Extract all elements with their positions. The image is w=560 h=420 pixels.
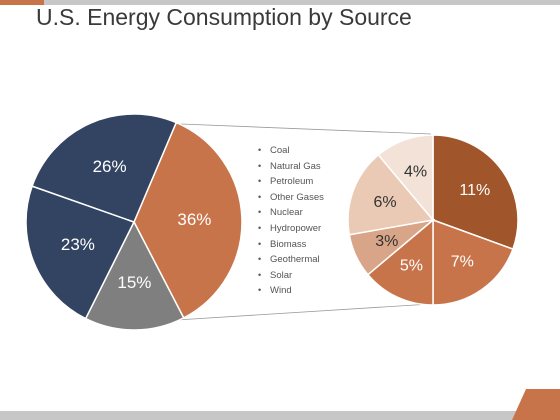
connector-line-top — [180, 123, 432, 135]
top-bar — [0, 0, 560, 5]
main-slice-label-1: 15% — [117, 273, 151, 292]
connector-line-bottom — [176, 303, 432, 321]
main-slice-label-0: 36% — [177, 210, 211, 229]
breakdown-slice-label-2: 5% — [400, 258, 423, 275]
top-accent-stripe — [0, 0, 44, 5]
breakdown-slice-label-5: 4% — [404, 164, 427, 181]
breakdown-slice-4 — [347, 153, 435, 236]
main-slice-1 — [84, 220, 185, 331]
main-pie: 36% 15% 23% 26% — [25, 113, 243, 331]
breakdown-slice-1 — [432, 218, 514, 306]
legend: Coal Natural Gas Petroleum Other Gases N… — [258, 143, 324, 299]
legend-item-petroleum: Petroleum — [258, 174, 324, 190]
breakdown-pie: 11% 7% 5%3% 6% 4% — [347, 134, 519, 306]
breakdown-slice-label-0: 11% — [459, 182, 490, 199]
main-slice-2 — [25, 185, 136, 320]
bottom-bar — [0, 411, 560, 420]
legend-item-biomass: Biomass — [258, 237, 324, 253]
legend-item-natural-gas: Natural Gas — [258, 159, 324, 175]
legend-item-geothermal: Geothermal — [258, 252, 324, 268]
main-slice-label-2: 23% — [61, 235, 95, 254]
breakdown-slice-5 — [377, 134, 434, 223]
breakdown-slice-label-3: 3% — [375, 233, 398, 250]
main-slice-label-3: 26% — [93, 157, 127, 176]
legend-item-solar: Solar — [258, 268, 324, 284]
breakdown-slice-2 — [366, 218, 434, 306]
legend-item-hydropower: Hydropower — [258, 221, 324, 237]
legend-item-nuclear: Nuclear — [258, 205, 324, 221]
breakdown-slice-label-1: 7% — [451, 253, 474, 270]
legend-item-coal: Coal — [258, 143, 324, 159]
legend-item-wind: Wind — [258, 283, 324, 299]
main-slice-3 — [31, 113, 178, 223]
breakdown-slice-label-4: 6% — [374, 194, 397, 211]
legend-item-other-gases: Other Gases — [258, 190, 324, 206]
main-slice-0 — [133, 121, 243, 319]
breakdown-slice-0 — [432, 134, 519, 251]
page-title: U.S. Energy Consumption by Source — [36, 4, 412, 30]
